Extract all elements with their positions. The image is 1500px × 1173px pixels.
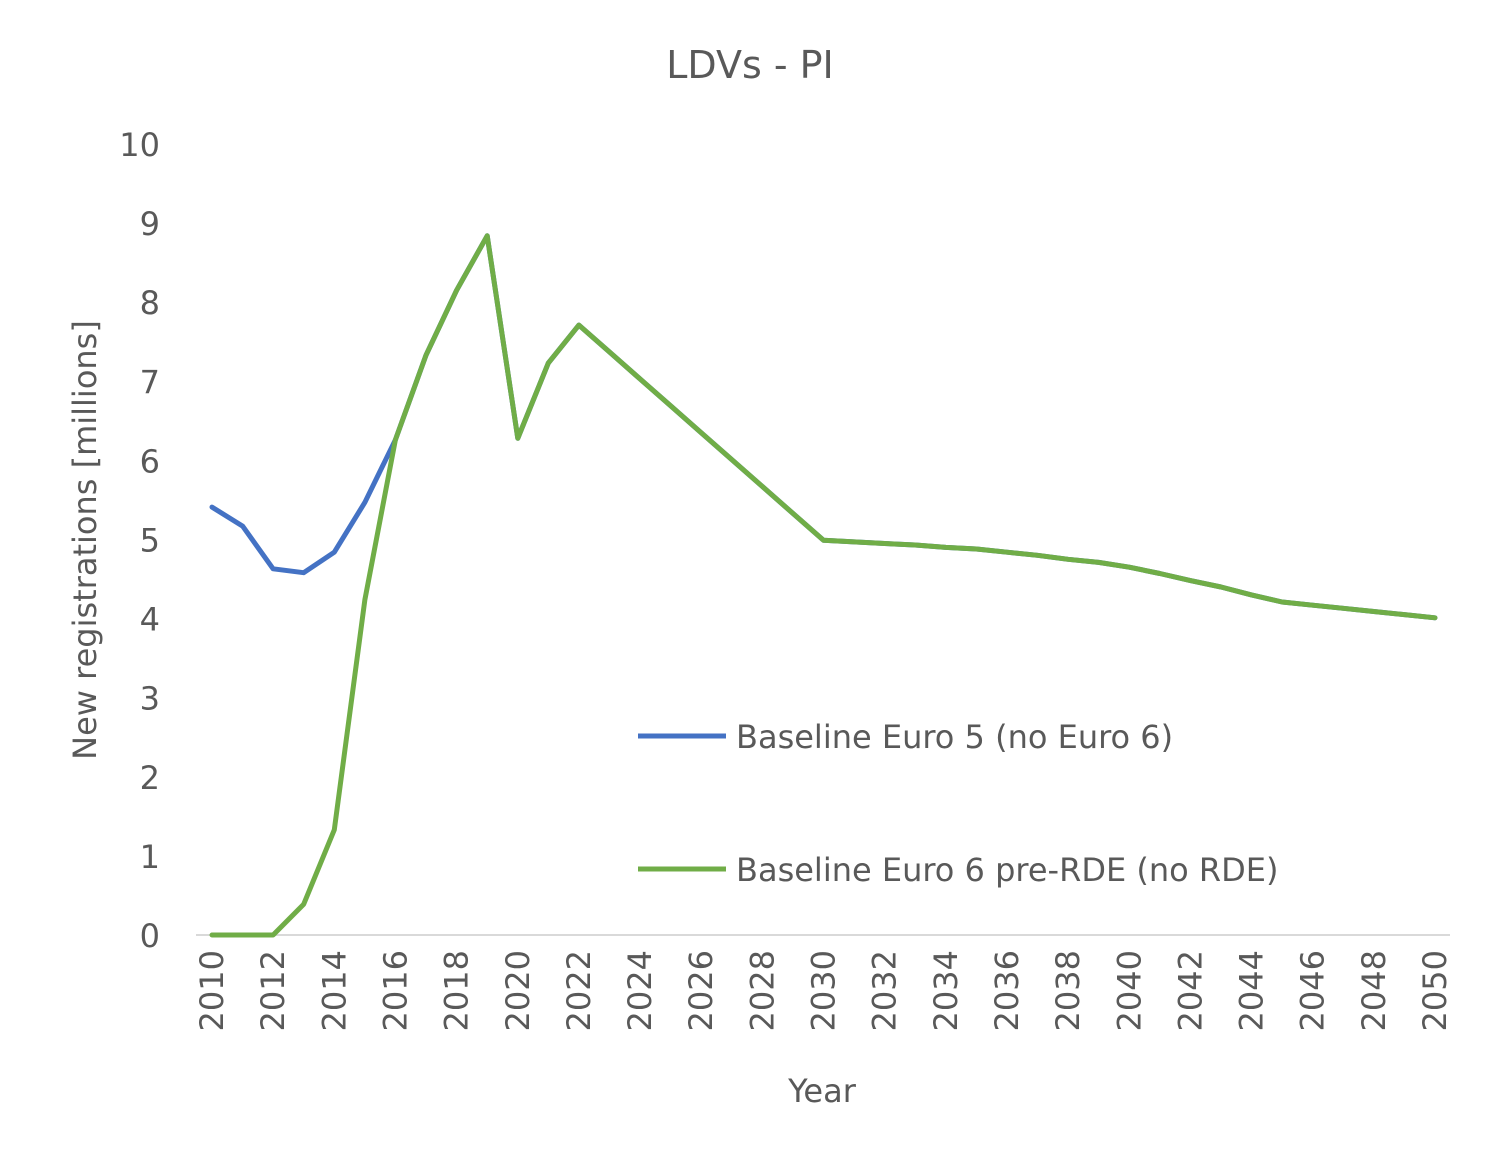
- y-tick-label: 10: [119, 126, 160, 164]
- x-tick-label: 2016: [376, 950, 414, 1031]
- legend-label-1: Baseline Euro 6 pre-RDE (no RDE): [736, 851, 1278, 889]
- y-tick-label: 9: [140, 205, 160, 243]
- x-tick-label: 2018: [438, 950, 476, 1031]
- x-tick-label: 2032: [866, 950, 904, 1031]
- y-tick-label: 4: [140, 601, 160, 639]
- x-tick-label: 2048: [1355, 950, 1393, 1031]
- x-tick-label: 2040: [1110, 950, 1148, 1031]
- series-line-0: [209, 233, 1438, 621]
- y-tick-label: 6: [140, 442, 160, 480]
- x-axis-label: Year: [787, 1072, 857, 1110]
- x-tick-label: 2044: [1233, 950, 1271, 1031]
- y-tick-label: 8: [140, 284, 160, 322]
- y-tick-label: 3: [140, 680, 160, 718]
- x-tick-label: 2034: [927, 950, 965, 1031]
- x-tick-label: 2014: [315, 950, 353, 1031]
- y-axis-label: New registrations [millions]: [66, 320, 104, 760]
- x-tick-label: 2012: [254, 950, 292, 1031]
- legend-label-0: Baseline Euro 5 (no Euro 6): [736, 718, 1173, 756]
- series-line-1: [209, 233, 1438, 938]
- y-tick-label: 5: [140, 522, 160, 560]
- x-tick-label: 2050: [1416, 950, 1454, 1031]
- y-tick-label: 0: [140, 917, 160, 955]
- x-tick-label: 2036: [988, 950, 1026, 1031]
- x-tick-label: 2038: [1049, 950, 1087, 1031]
- x-tick-label: 2030: [805, 950, 843, 1031]
- x-tick-label: 2010: [193, 950, 231, 1031]
- y-tick-label: 2: [140, 759, 160, 797]
- chart-title: LDVs - PI: [666, 43, 834, 87]
- x-tick-label: 2024: [621, 950, 659, 1031]
- x-tick-label: 2026: [682, 950, 720, 1031]
- y-tick-label: 7: [140, 363, 160, 401]
- x-tick-label: 2028: [743, 950, 781, 1031]
- x-tick-label: 2020: [499, 950, 537, 1031]
- y-tick-label: 1: [140, 838, 160, 876]
- x-tick-label: 2042: [1171, 950, 1209, 1031]
- x-tick-label: 2022: [560, 950, 598, 1031]
- x-tick-label: 2046: [1294, 950, 1332, 1031]
